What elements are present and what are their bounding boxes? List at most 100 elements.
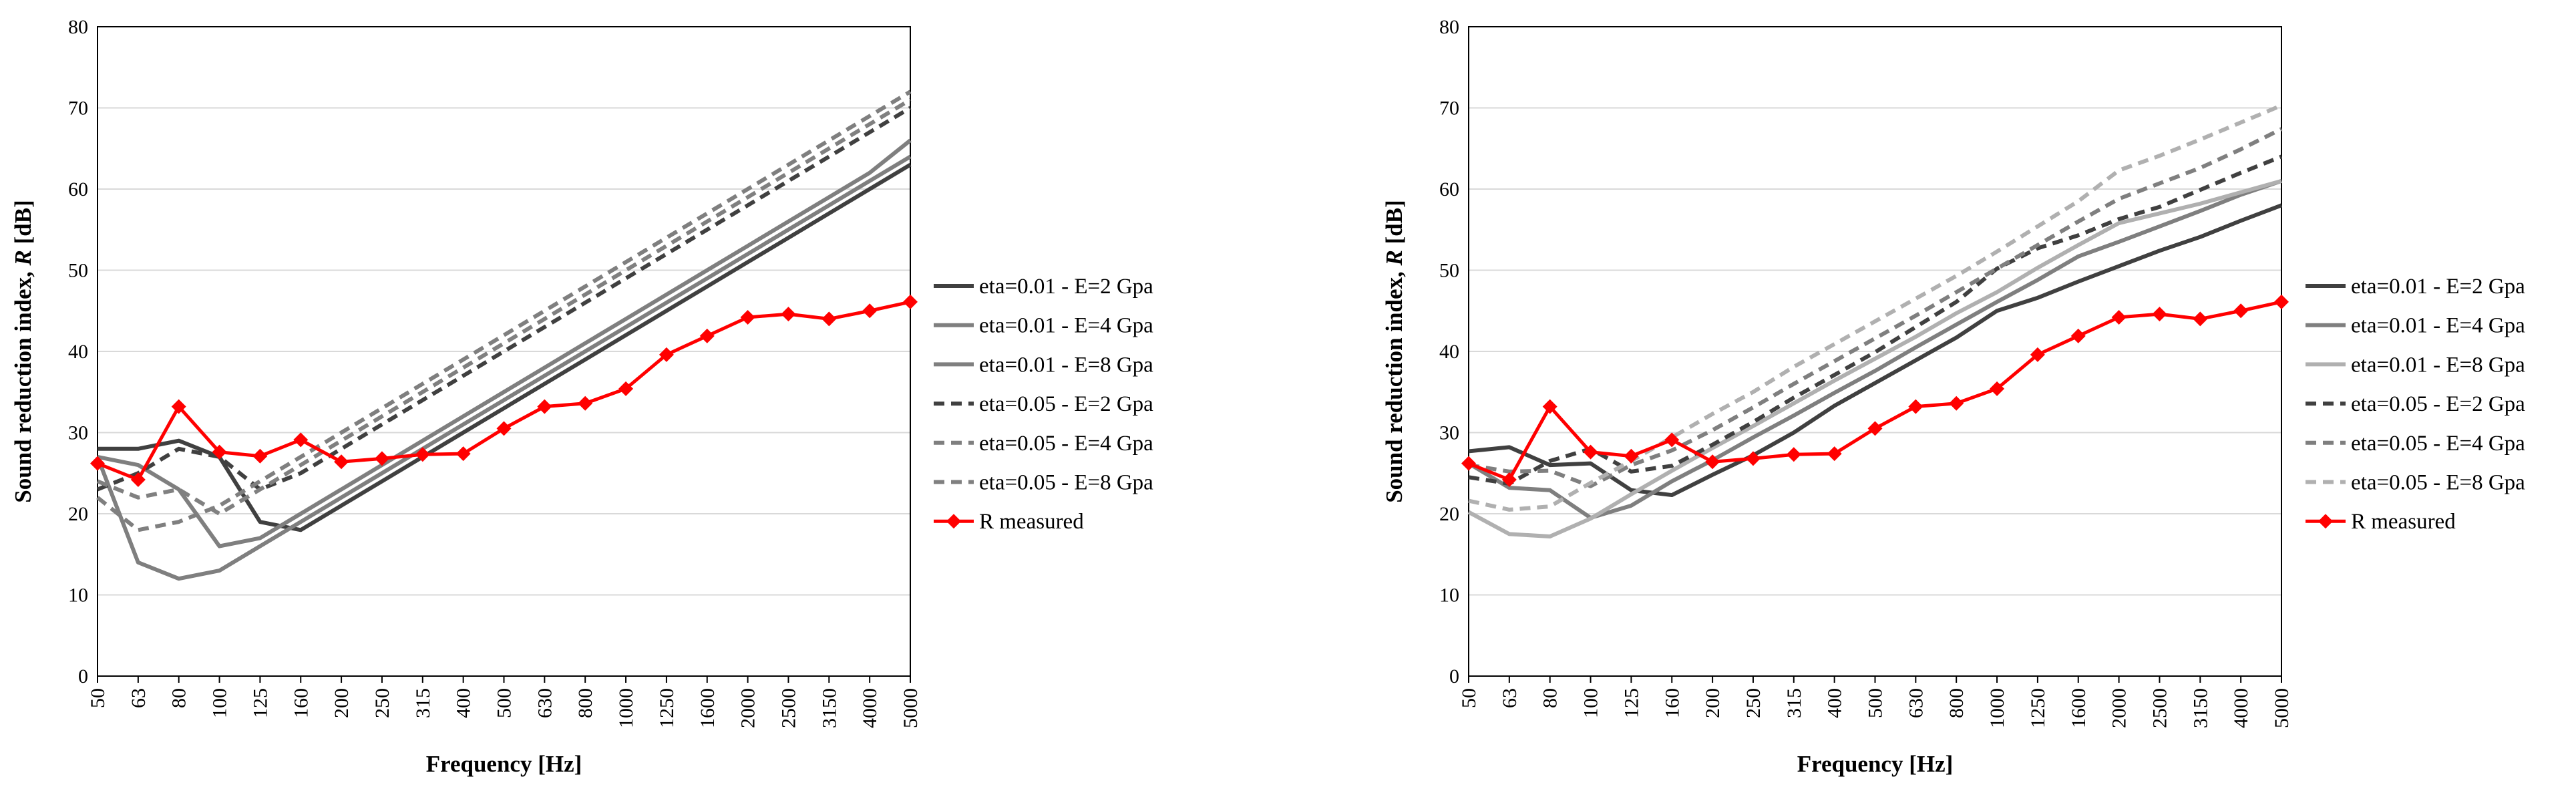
x-tick-label: 160 <box>1661 688 1683 718</box>
x-tick-label: 800 <box>1946 688 1968 718</box>
x-tick-label: 160 <box>290 688 312 718</box>
x-tick-label: 3150 <box>818 688 840 728</box>
x-tick-label: 500 <box>494 688 516 718</box>
series-line-6 <box>1468 104 2283 512</box>
x-tick-label: 4000 <box>859 688 881 728</box>
series-line-1 <box>1468 203 2283 498</box>
data-point-marker <box>2070 328 2086 343</box>
legend-entry-7: R measured <box>934 510 1084 534</box>
x-tick-label: 80 <box>168 688 190 708</box>
series-line-3 <box>97 138 912 548</box>
data-point-marker <box>2111 309 2127 325</box>
x-axis-title: Frequency [Hz] <box>1797 751 1954 777</box>
x-tick-label: 400 <box>1824 688 1846 718</box>
x-tick-label: 2000 <box>737 688 759 728</box>
legend-label: eta=0.01 - E=8 Gpa <box>979 353 1153 377</box>
x-tick-label: 125 <box>249 688 271 718</box>
x-tick-label: 100 <box>209 688 231 718</box>
legend-entry-5: eta=0.05 - E=4 Gpa <box>934 432 1153 456</box>
data-point-marker <box>740 309 755 325</box>
series-line-5 <box>96 90 912 532</box>
y-tick-label: 40 <box>68 341 88 363</box>
data-point-marker <box>1786 447 1801 462</box>
y-tick-label: 30 <box>1439 422 1459 444</box>
x-tick-label: 800 <box>574 688 596 718</box>
x-tick-label: 200 <box>331 688 353 718</box>
legend-entry-1: eta=0.01 - E=2 Gpa <box>2306 275 2525 299</box>
data-point-marker <box>1908 399 1923 414</box>
y-tick-label: 50 <box>68 260 88 282</box>
legend-label: eta=0.05 - E=2 Gpa <box>979 392 1153 416</box>
data-point-marker <box>1745 451 1761 466</box>
data-point-marker <box>1461 456 1476 471</box>
x-tick-label: 125 <box>1620 688 1642 718</box>
data-point-marker <box>1990 381 2005 396</box>
data-point-marker <box>130 472 146 487</box>
x-tick-label: 5000 <box>2271 688 2293 728</box>
data-point-marker <box>1664 432 1680 448</box>
x-tick-label: 50 <box>87 688 109 708</box>
data-point-marker <box>781 307 796 322</box>
x-tick-label: 315 <box>412 688 434 718</box>
data-point-marker <box>1501 472 1517 487</box>
x-tick-label: 5000 <box>900 688 922 728</box>
data-point-marker <box>2233 303 2249 319</box>
y-axis-title: Sound reduction index, R [dB] <box>10 200 36 503</box>
x-tick-label: 1000 <box>1986 688 2008 728</box>
data-point-marker <box>252 448 268 464</box>
data-point-marker <box>2030 347 2045 362</box>
y-tick-label: 80 <box>68 16 88 38</box>
legend-label: eta=0.01 - E=2 Gpa <box>2351 275 2525 299</box>
legend-label: R measured <box>2351 510 2456 534</box>
legend-entry-6: eta=0.05 - E=8 Gpa <box>934 471 1153 495</box>
y-tick-label: 10 <box>68 585 88 607</box>
data-point-marker <box>1542 399 1557 414</box>
x-axis-title: Frequency [Hz] <box>426 751 582 777</box>
data-point-marker <box>659 347 674 362</box>
legend-label: eta=0.05 - E=8 Gpa <box>979 471 1153 495</box>
data-point-marker <box>496 421 512 436</box>
chart-1: 0 10 20 30 40 50 60 70 80 50 63 80 100 125 160 200 250 31… <box>10 16 1153 777</box>
data-point-marker <box>618 381 634 396</box>
y-tick-label: 20 <box>1439 503 1459 525</box>
y-tick-label: 20 <box>68 503 88 525</box>
y-tick-label: 0 <box>1449 665 1459 687</box>
legend-entry-5: eta=0.05 - E=4 Gpa <box>2306 432 2525 456</box>
x-tick-label: 100 <box>1580 688 1602 718</box>
data-point-marker <box>212 444 227 460</box>
legend-entry-4: eta=0.05 - E=2 Gpa <box>2306 392 2525 416</box>
legend-label: eta=0.05 - E=4 Gpa <box>979 432 1153 456</box>
x-tick-label: 63 <box>1499 688 1521 708</box>
y-tick-label: 60 <box>1439 178 1459 200</box>
series-line-4 <box>1468 154 2283 486</box>
data-point-marker <box>334 454 349 470</box>
legend-label: eta=0.05 - E=8 Gpa <box>2351 471 2525 495</box>
x-tick-label: 1250 <box>2027 688 2049 728</box>
x-tick-label: 2500 <box>2149 688 2171 728</box>
legend-label: R measured <box>979 510 1084 534</box>
x-tick-label: 4000 <box>2230 688 2252 728</box>
data-point-marker <box>374 451 389 466</box>
y-tick-label: 80 <box>1439 16 1459 38</box>
y-tick-label: 70 <box>1439 98 1459 120</box>
series-line-1 <box>98 162 912 532</box>
legend-label: eta=0.01 - E=4 Gpa <box>2351 314 2525 338</box>
series-line-6 <box>96 98 912 516</box>
data-point-marker <box>1827 446 1842 462</box>
x-tick-label: 630 <box>1905 688 1927 718</box>
x-tick-label: 2500 <box>777 688 799 728</box>
x-tick-label: 630 <box>534 688 556 718</box>
x-tick-label: 200 <box>1702 688 1724 718</box>
y-tick-label: 0 <box>78 665 88 687</box>
data-point-marker <box>1867 421 1883 436</box>
data-point-marker <box>293 432 309 448</box>
legend-entry-1: eta=0.01 - E=2 Gpa <box>934 275 1153 299</box>
series-line-2 <box>1467 179 2282 520</box>
legend-label: eta=0.05 - E=4 Gpa <box>2351 432 2525 456</box>
x-tick-label: 50 <box>1458 688 1480 708</box>
data-point-marker <box>1949 395 1964 411</box>
x-tick-label: 1250 <box>656 688 678 728</box>
x-tick-label: 500 <box>1865 688 1887 718</box>
data-point-marker <box>2152 307 2167 322</box>
